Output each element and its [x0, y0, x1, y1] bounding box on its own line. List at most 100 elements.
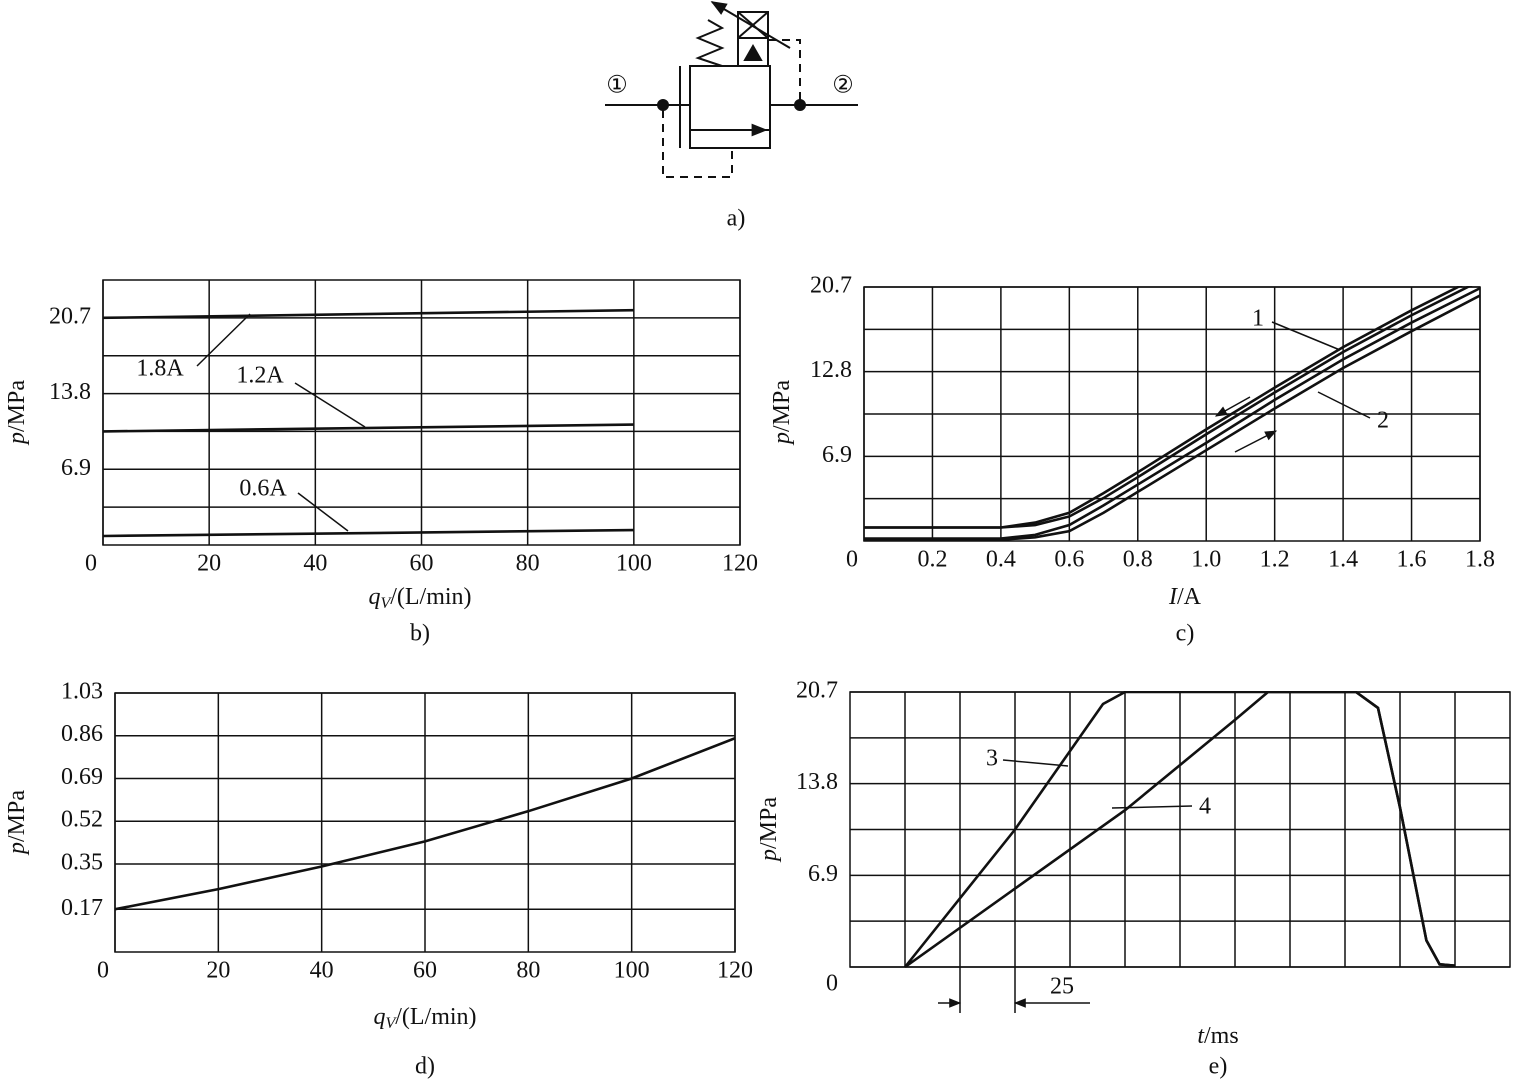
chart: 0 20 40 60 80 100 120 6.9 13.8 20.7 qV/(L/min) p/MP… [4, 279, 758, 647]
x-tick-label: 80 [516, 551, 540, 577]
caption: a) [727, 206, 746, 232]
x-axis-symbol: I [1168, 584, 1178, 610]
y-tick-label: 13.8 [796, 769, 838, 795]
x-axis-subscript: V [380, 595, 392, 612]
y-tick-label: 0.52 [61, 807, 103, 833]
x-tick-label: 1.2 [1260, 547, 1290, 573]
data-line [864, 287, 1480, 540]
leader-line [1002, 759, 1069, 767]
x-tick-label: 1.4 [1328, 547, 1358, 573]
direction-arrow [1214, 396, 1251, 417]
series-label: 4 [1199, 794, 1211, 820]
y-tick-label: 6.9 [822, 442, 852, 468]
y-axis-unit: /MPa [4, 380, 30, 432]
y-axis-label: p/MPa [4, 790, 30, 856]
y-tick-label: 6.9 [808, 861, 838, 887]
y-tick-label: 12.8 [810, 357, 852, 383]
x-tick-label: 0 [85, 551, 97, 577]
y-axis-symbol: p [756, 849, 782, 863]
data-line [103, 423, 634, 433]
series-label: 0.6A [239, 476, 287, 502]
series-label: 1.2A [236, 363, 284, 389]
x-tick-label: 0.8 [1123, 547, 1153, 573]
x-tick-label: 0 [97, 958, 109, 984]
x-axis-symbol: t [1197, 1023, 1205, 1049]
y-tick-label: 0.17 [61, 895, 103, 921]
data-line [103, 528, 634, 538]
y-axis-unit: /MPa [756, 797, 782, 849]
x-tick-label: 40 [310, 958, 334, 984]
y-tick-label: 6.9 [61, 455, 91, 481]
caption: d) [415, 1054, 435, 1080]
x-tick-label: 0.2 [917, 547, 947, 573]
y-tick-label: 20.7 [796, 678, 838, 704]
chart: 0 0.2 0.4 0.6 0.8 1.0 1.2 1.4 1.6 1.8 6.9 12.8 20.7 I… [769, 273, 1496, 647]
leader-line [294, 382, 366, 428]
leader-line [1271, 321, 1341, 351]
x-axis-unit: /(L/min) [390, 584, 471, 610]
caption: e) [1209, 1054, 1228, 1080]
x-tick-label: 0.6 [1054, 547, 1084, 573]
x-axis-symbol: q [373, 1004, 385, 1030]
data-line [864, 286, 1463, 529]
y-tick-label: 0.35 [61, 849, 103, 875]
y-tick-label: 0 [826, 971, 838, 997]
x-tick-label: 1.0 [1191, 547, 1221, 573]
x-tick-label: 0.4 [986, 547, 1016, 573]
leader-line [1111, 805, 1193, 809]
x-tick-label: 120 [717, 958, 753, 984]
x-axis-symbol: q [368, 584, 380, 610]
leader-line [1317, 391, 1371, 419]
y-axis-symbol: p [4, 432, 30, 446]
x-tick-label: 60 [410, 551, 434, 577]
data-line [864, 286, 1473, 529]
leader-line [196, 313, 251, 367]
y-tick-label: 0.69 [61, 764, 103, 790]
y-tick-label: 20.7 [49, 303, 91, 329]
y-tick-label: 20.7 [810, 273, 852, 299]
x-tick-label: 0 [846, 547, 858, 573]
x-tick-label: 100 [614, 958, 650, 984]
y-axis-unit: /MPa [769, 380, 795, 432]
data-line [864, 294, 1480, 542]
x-axis-label: qV/(L/min) [373, 1004, 476, 1032]
y-axis-unit: /MPa [4, 790, 30, 842]
x-axis-label: qV/(L/min) [368, 584, 471, 612]
x-tick-label: 1.6 [1397, 547, 1427, 573]
series-label: 1.8A [136, 356, 184, 382]
data-line [904, 691, 1456, 968]
y-tick-label: 0.86 [61, 721, 103, 747]
x-axis-subscript: V [385, 1015, 397, 1032]
dimension-label: 25 [1050, 974, 1074, 1000]
x-tick-label: 60 [413, 958, 437, 984]
port-label: ② [832, 73, 854, 99]
caption: c) [1176, 621, 1195, 647]
series-label: 1 [1252, 306, 1264, 332]
x-tick-label: 40 [303, 551, 327, 577]
y-axis-label: p/MPa [769, 380, 795, 446]
x-tick-label: 1.8 [1465, 547, 1495, 573]
x-axis-unit: /A [1177, 584, 1202, 610]
port-label: ① [606, 73, 628, 99]
y-axis-label: p/MPa [756, 797, 782, 863]
leader-line [297, 492, 349, 532]
x-axis-unit: /(L/min) [395, 1004, 476, 1030]
x-tick-label: 20 [206, 958, 230, 984]
chart: 0 6.9 13.8 20.7 t/ms p/MPa e) 3 4 25 [756, 678, 1511, 1080]
x-tick-label: 80 [516, 958, 540, 984]
valve-symbol [605, 1, 858, 178]
x-tick-label: 100 [616, 551, 652, 577]
x-axis-unit: /ms [1204, 1023, 1239, 1049]
y-axis-symbol: p [4, 842, 30, 856]
caption: b) [410, 621, 430, 647]
data-line [115, 737, 735, 911]
chart: 0 20 40 60 80 100 120 0.17 0.35 0.52 0.69 0.86 1.03 q… [4, 679, 754, 1080]
x-axis-label: I/A [1168, 584, 1202, 610]
y-axis-symbol: p [769, 432, 795, 446]
data-line [103, 308, 634, 320]
x-tick-label: 20 [197, 551, 221, 577]
y-tick-label: 1.03 [61, 679, 103, 705]
x-tick-label: 120 [722, 551, 758, 577]
y-tick-label: 13.8 [49, 379, 91, 405]
